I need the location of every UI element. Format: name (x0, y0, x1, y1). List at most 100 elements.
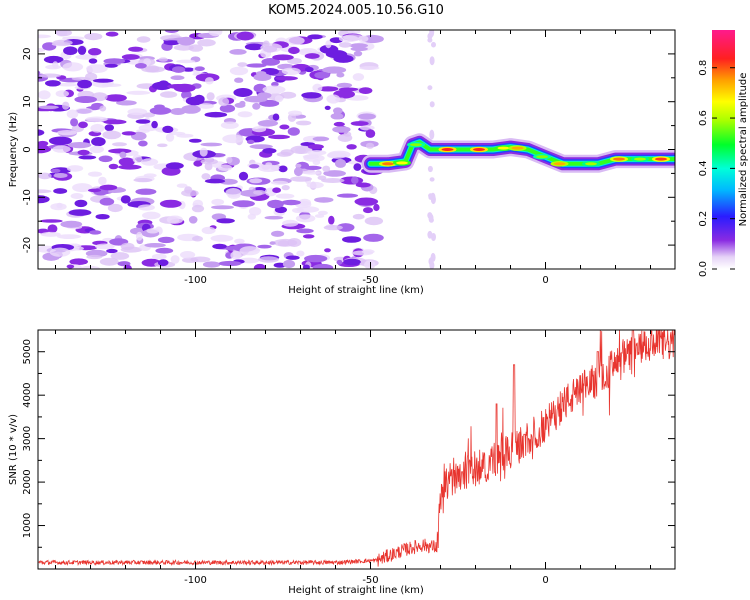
noise-blob (296, 206, 320, 213)
noise-blob (55, 90, 69, 98)
noise-blob (105, 31, 119, 37)
noise-blob (304, 165, 322, 170)
noise-blob (234, 102, 246, 108)
noise-blob (279, 124, 290, 130)
x-tick-label: 0 (542, 575, 548, 586)
colorbar-ticks: 0.0 0.2 0.4 0.6 0.8 (698, 60, 735, 277)
noise-blob (52, 61, 59, 69)
noise-blob (324, 248, 331, 253)
noise-blob (220, 121, 239, 129)
noise-blob (101, 83, 122, 87)
noise-blob (165, 133, 175, 142)
noise-blob (121, 131, 136, 136)
noise-blob (429, 129, 435, 140)
noise-blob (312, 159, 321, 166)
noise-blob (282, 219, 299, 227)
noise-blob (77, 45, 87, 55)
noise-blob (302, 264, 310, 269)
noise-blob (338, 87, 359, 92)
noise-blob (270, 180, 289, 185)
noise-blob (70, 193, 84, 199)
noise-blob (302, 171, 321, 175)
noise-blob (350, 46, 368, 52)
snr-plot-area (38, 330, 675, 569)
noise-blob (271, 230, 285, 237)
noise-blob (120, 242, 135, 251)
noise-blob (157, 143, 168, 148)
noise-blob (47, 224, 58, 233)
noise-blob (430, 192, 436, 201)
noise-blob (323, 225, 343, 231)
noise-blob (302, 154, 319, 159)
noise-blob (74, 96, 97, 103)
noise-blob (244, 43, 264, 51)
noise-blob (352, 213, 365, 220)
snr-panel: -100 -50 0 1000 2000 3000 4000 5000 Height of s… (8, 329, 676, 596)
noise-blob (39, 219, 63, 223)
noise-blob (296, 250, 305, 257)
noise-blob (49, 247, 71, 257)
noise-blob (328, 215, 335, 225)
noise-blob (336, 223, 355, 232)
noise-blob (104, 63, 118, 68)
noise-blob (256, 71, 267, 76)
noise-blob (158, 57, 168, 62)
noise-blob (358, 113, 376, 120)
noise-blob (259, 99, 280, 107)
noise-blob (258, 164, 280, 172)
snr-series-line (38, 330, 675, 567)
noise-blob (208, 30, 223, 37)
noise-blob (146, 228, 159, 234)
noise-blob (349, 43, 369, 48)
noise-blob (43, 55, 64, 64)
noise-blob (252, 126, 267, 133)
noise-blob (99, 184, 118, 191)
noise-blob (50, 203, 67, 211)
noise-blob (190, 256, 211, 263)
noise-blob (325, 40, 332, 49)
track-hotspot-core (497, 146, 510, 150)
noise-blob (218, 97, 230, 107)
noise-blob (38, 172, 52, 180)
noise-blob (141, 158, 159, 166)
y-tick-label: 20 (22, 48, 33, 61)
noise-blob (332, 126, 351, 133)
noise-blob (88, 58, 98, 64)
noise-blob (155, 247, 174, 254)
noise-blob (160, 91, 178, 98)
track-hotspot-core (655, 157, 667, 161)
track-hotspot-core (536, 155, 548, 159)
noise-blob (296, 228, 314, 234)
noise-blob (77, 79, 92, 89)
noise-blob (431, 41, 436, 48)
noise-blob (249, 178, 263, 184)
noise-blob (230, 250, 242, 260)
noise-blob (429, 30, 435, 38)
noise-blob (355, 182, 371, 188)
noise-blob (253, 190, 266, 195)
noise-blob (211, 198, 225, 206)
x-tick-label: -100 (184, 575, 207, 586)
noise-blob (70, 118, 79, 127)
noise-blob (62, 36, 85, 41)
noise-blob (304, 66, 314, 73)
noise-blob (248, 207, 262, 216)
noise-blob (279, 91, 297, 99)
noise-blob (346, 144, 357, 150)
noise-blob (312, 83, 323, 93)
noise-blob (52, 145, 71, 153)
noise-blob (217, 164, 233, 171)
noise-blob (326, 152, 348, 159)
noise-blob (71, 76, 91, 81)
colorbar-gradient (712, 30, 735, 269)
y-tick-label: 4000 (22, 382, 33, 407)
noise-blob (52, 39, 73, 46)
noise-blob (202, 261, 221, 268)
noise-blob (199, 147, 208, 157)
noise-blob (90, 123, 105, 133)
y-tick-label: 5000 (22, 339, 33, 364)
noise-blob (68, 209, 92, 216)
noise-blob (249, 144, 273, 150)
noise-blob (191, 204, 205, 213)
noise-blob (274, 95, 284, 103)
